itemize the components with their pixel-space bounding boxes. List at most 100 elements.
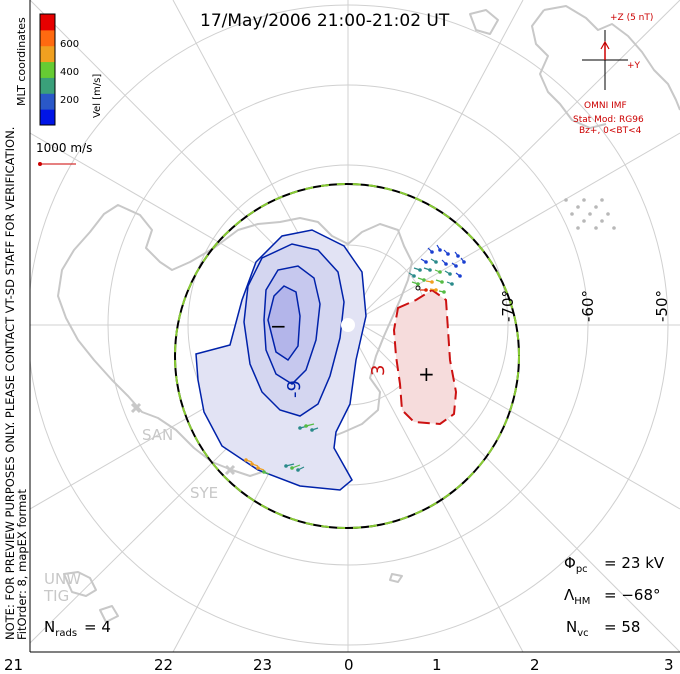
grey-dot xyxy=(576,205,580,209)
velocity-vector-origin xyxy=(422,278,426,282)
grey-dot xyxy=(576,226,580,230)
mlt-label-21: 21 xyxy=(4,656,23,674)
velocity-vector-origin xyxy=(456,254,460,258)
phi-pc-label: Φpc xyxy=(564,554,588,575)
velocity-vector-origin xyxy=(290,466,294,470)
grey-dot xyxy=(582,198,586,202)
phi-pc-symbol: Φ xyxy=(564,554,576,572)
map-title: 17/May/2006 21:00-21:02 UT xyxy=(200,11,450,31)
station-sye-label: SYE xyxy=(190,484,218,502)
velocity-vector-origin xyxy=(250,462,254,466)
grey-dot xyxy=(606,212,610,216)
velocity-vector-origin xyxy=(462,260,466,264)
velocity-vector-origin xyxy=(458,274,462,278)
velocity-vector-origin xyxy=(244,458,248,462)
velocity-vector-origin xyxy=(424,260,428,264)
velocity-vector-origin xyxy=(438,270,442,274)
grey-dot xyxy=(582,219,586,223)
n-rads-value: = 4 xyxy=(84,618,111,636)
velocity-vector-origin xyxy=(446,252,450,256)
grey-dot xyxy=(588,212,592,216)
colorbar-segment xyxy=(40,14,55,31)
velocity-vector-origin xyxy=(262,470,266,474)
continent-australia xyxy=(531,5,680,129)
velocity-vector-origin xyxy=(430,280,434,284)
colorbar-unit-label: Vel [m/s] xyxy=(92,74,103,118)
fit-statistics: Φpc = 23 kV ΛHM = −68° Nvc = 58 Nrads = … xyxy=(44,554,665,639)
velocity-vector-origin xyxy=(450,282,454,286)
lat-label-70: -70° xyxy=(499,290,517,322)
grey-dot xyxy=(594,205,598,209)
velocity-vector-origin xyxy=(438,248,442,252)
grey-dot xyxy=(600,198,604,202)
grey-dot xyxy=(564,198,568,202)
continent-indian-ocean-islands xyxy=(469,9,499,35)
mlt-axis: 21 22 23 0 1 2 3 xyxy=(4,656,674,674)
continents xyxy=(57,5,680,623)
vector-scale: 1000 m/s xyxy=(36,141,92,166)
station-san-label: SAN xyxy=(142,426,173,444)
station-sye-marker xyxy=(224,464,236,476)
velocity-vector-origin xyxy=(298,426,302,430)
mlt-label-23: 23 xyxy=(253,656,272,674)
imf-dial: +Z (5 nT) +Y OMNI IMF Stat Mod: RG96 Bz+… xyxy=(573,13,653,136)
positive-contour-label: 3 xyxy=(368,365,389,376)
imf-condition: Bz+, 0<BT<4 xyxy=(579,126,642,136)
imf-stat-mod: Stat Mod: RG96 xyxy=(573,115,644,125)
velocity-vector-origin xyxy=(310,428,314,432)
continent-south-america-tip xyxy=(63,571,119,623)
velocity-vector-origin xyxy=(440,280,444,284)
grey-dot xyxy=(600,219,604,223)
n-rads-label: Nrads xyxy=(44,618,77,639)
mlt-coordinates-label: MLT coordinates xyxy=(15,17,28,106)
pole-marker xyxy=(341,318,355,332)
mlt-label-3: 3 xyxy=(664,656,674,674)
n-vc-value: = 58 xyxy=(604,618,640,636)
velocity-vector-origin xyxy=(454,264,458,268)
mlt-label-1: 1 xyxy=(432,656,442,674)
colorbar-tick-600: 600 xyxy=(60,39,79,50)
grey-dot xyxy=(612,226,616,230)
lambda-hm-value: = −68° xyxy=(604,586,661,604)
velocity-vector-origin xyxy=(416,282,420,286)
colorbar-frame xyxy=(39,13,56,126)
velocity-vector-origin xyxy=(304,424,308,428)
lambda-hm-label: ΛHM xyxy=(564,586,590,607)
preview-note: NOTE: FOR PREVIEW PURPOSES ONLY. PLEASE … xyxy=(3,127,17,640)
velocity-vector-origin xyxy=(434,260,438,264)
imf-y-label: +Y xyxy=(627,61,641,71)
velocity-vector-origin xyxy=(296,468,300,472)
vector-scale-dot xyxy=(38,162,42,166)
velocity-vector-origin xyxy=(434,288,438,292)
colorbar-segment xyxy=(40,77,55,94)
colorbar-tick-200: 200 xyxy=(60,95,79,106)
positive-cell-outline xyxy=(392,288,458,426)
negative-cell-core xyxy=(267,285,301,362)
imf-z-label: +Z (5 nT) xyxy=(610,13,653,23)
grey-dot xyxy=(594,226,598,230)
colorbar-segment xyxy=(40,45,55,63)
velocity-vector-origin xyxy=(284,464,288,468)
continent-small-island xyxy=(389,573,403,583)
velocity-vector-origin xyxy=(412,274,416,278)
grey-dot xyxy=(570,212,574,216)
velocity-vector-origin xyxy=(442,290,446,294)
negative-cell: − -9 xyxy=(195,229,367,491)
velocity-colorbar: 600 400 200 Vel [m/s] xyxy=(39,13,103,126)
positive-cell: + 3 xyxy=(368,288,458,426)
colorbar-tick-400: 400 xyxy=(60,67,79,78)
station-san-marker xyxy=(130,402,142,414)
grey-dot-cluster xyxy=(564,198,616,230)
continent-antarctica xyxy=(57,204,413,477)
station-tig-label: TIG xyxy=(43,587,69,605)
colorbar-segment xyxy=(40,109,55,126)
hm-boundary-dash xyxy=(174,183,520,529)
velocity-vector-origin xyxy=(448,272,452,276)
velocity-vector-origin xyxy=(418,268,422,272)
velocity-vector-origin xyxy=(256,466,260,470)
velocity-vectors xyxy=(244,244,466,475)
lat-labels: -70° -60° -50° xyxy=(499,290,671,322)
mlt-label-2: 2 xyxy=(530,656,540,674)
imf-vector-arrowhead xyxy=(600,40,610,50)
